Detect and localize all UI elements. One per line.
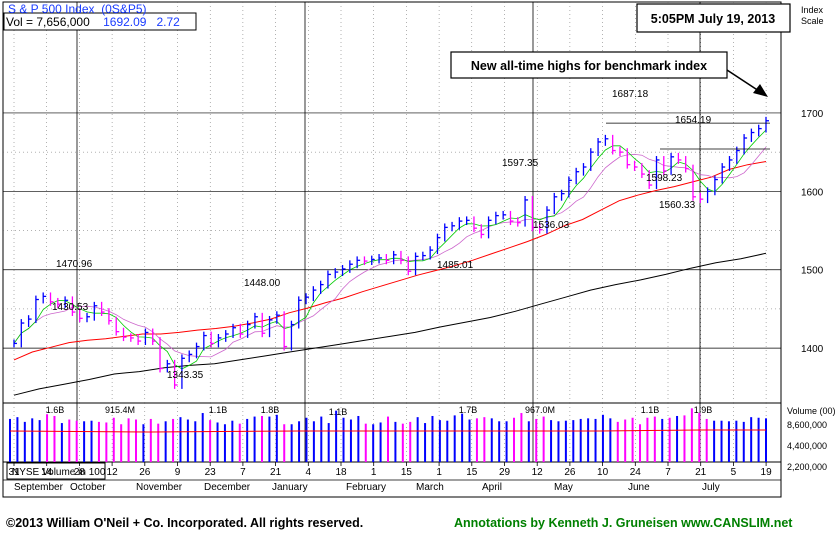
volume-axis-label: Volume (00) bbox=[787, 406, 836, 416]
date-tick-label: 9 bbox=[175, 467, 181, 478]
header-volume-row: Vol = 7,656,000 1692.09 2.72 bbox=[6, 15, 180, 29]
date-tick-label: 28 bbox=[74, 467, 86, 478]
date-tick-label: 1 bbox=[436, 467, 442, 478]
volume-peak-label: 915.4M bbox=[105, 405, 135, 415]
date-tick-label: 14 bbox=[41, 467, 53, 478]
last-price: 1692.09 bbox=[103, 15, 147, 29]
date-tick-label: 26 bbox=[564, 467, 576, 478]
month-label: February bbox=[346, 482, 386, 493]
date-tick-label: 12 bbox=[532, 467, 544, 478]
volume-peak-label: 1.1B bbox=[329, 407, 348, 417]
price-annotation: 1687.18 bbox=[612, 89, 649, 100]
date-tick-label: 5 bbox=[731, 467, 737, 478]
copyright-notice: ©2013 William O'Neil + Co. Incorporated.… bbox=[6, 516, 364, 530]
date-axis-frame bbox=[2, 461, 782, 498]
volume-peak-label: 1.1B bbox=[641, 405, 660, 415]
price-tick-label: 1600 bbox=[801, 187, 824, 198]
month-label: October bbox=[70, 482, 106, 493]
index-symbol: (0S&P5) bbox=[101, 2, 147, 16]
date-tick-label: 23 bbox=[205, 467, 217, 478]
volume-peak-label: 1.7B bbox=[459, 405, 478, 415]
price-annotation: 1597.35 bbox=[502, 158, 539, 169]
price-annotation: 1560.33 bbox=[659, 200, 696, 211]
volume-scale-label: 2,200,000 bbox=[787, 462, 827, 472]
date-tick-label: 7 bbox=[240, 467, 246, 478]
volume-peak-label: 967.0M bbox=[525, 405, 555, 415]
volume-peak-label: 1.1B bbox=[209, 405, 228, 415]
index-title: S & P 500 Index bbox=[8, 2, 95, 16]
month-label: June bbox=[628, 482, 650, 493]
month-label: March bbox=[416, 482, 444, 493]
month-label: May bbox=[554, 482, 573, 493]
annotation-box bbox=[450, 51, 728, 79]
price-annotation: 1470.96 bbox=[56, 259, 93, 270]
price-annotation: 1536.03 bbox=[533, 220, 570, 231]
month-label: December bbox=[204, 482, 251, 493]
ma21-line bbox=[13, 146, 767, 358]
month-label: September bbox=[14, 482, 64, 493]
month-label: November bbox=[136, 482, 183, 493]
volume-peak-label: 1.6B bbox=[46, 405, 65, 415]
date-tick-label: 21 bbox=[270, 467, 282, 478]
date-tick-label: 26 bbox=[139, 467, 151, 478]
date-tick-label: 31 bbox=[8, 467, 20, 478]
date-tick-label: 29 bbox=[499, 467, 511, 478]
volume-average-line bbox=[9, 429, 766, 433]
date-tick-label: 4 bbox=[306, 467, 312, 478]
price-annotation: 1485.01 bbox=[437, 260, 474, 271]
timestamp-box bbox=[636, 3, 791, 33]
month-label: January bbox=[272, 482, 308, 493]
price-tick-label: 1400 bbox=[801, 344, 824, 355]
annotation-credit: Annotations by Kenneth J. Gruneisen www.… bbox=[454, 516, 793, 530]
header-box bbox=[3, 12, 197, 31]
volume-inset-label: NYSE Volume in 100 bbox=[12, 467, 106, 478]
date-tick-label: 1 bbox=[371, 467, 377, 478]
month-label: July bbox=[702, 482, 720, 493]
index-scale-label: Scale bbox=[801, 16, 824, 26]
price-annotation: 1430.53 bbox=[52, 302, 89, 313]
date-tick-label: 21 bbox=[695, 467, 707, 478]
volume-scale-label: 4,400,000 bbox=[787, 441, 827, 451]
volume-peak-label: 1.9B bbox=[694, 405, 713, 415]
header-title-row: S & P 500 Index (0S&P5) bbox=[8, 2, 147, 16]
annotation-arrowhead bbox=[753, 84, 768, 97]
volume-panel-frame bbox=[2, 402, 782, 463]
ma50-line bbox=[13, 161, 767, 361]
timestamp-text: 5:05PM July 19, 2013 bbox=[651, 12, 775, 26]
price-tick-label: 1700 bbox=[801, 109, 824, 120]
volume-peak-label: 1.8B bbox=[261, 405, 280, 415]
date-tick-label: 10 bbox=[597, 467, 609, 478]
volume-inset-box bbox=[6, 462, 106, 480]
index-scale-label: Index bbox=[801, 5, 824, 15]
price-change: 2.72 bbox=[156, 15, 180, 29]
price-annotation: 1598.23 bbox=[646, 173, 683, 184]
date-tick-label: 12 bbox=[107, 467, 119, 478]
date-tick-label: 19 bbox=[761, 467, 773, 478]
date-tick-label: 15 bbox=[466, 467, 478, 478]
price-annotation: 1654.19 bbox=[675, 115, 712, 126]
volume-scale-label: 8,600,000 bbox=[787, 420, 827, 430]
ma10-line bbox=[13, 129, 767, 370]
price-annotation: 1343.35 bbox=[167, 370, 204, 381]
price-tick-label: 1500 bbox=[801, 266, 824, 277]
month-label: April bbox=[482, 482, 502, 493]
ma200-line bbox=[13, 252, 767, 396]
date-tick-label: 7 bbox=[665, 467, 671, 478]
annotation-text: New all-time highs for benchmark index bbox=[471, 59, 707, 73]
date-tick-label: 18 bbox=[335, 467, 347, 478]
price-annotation: 1448.00 bbox=[244, 278, 281, 289]
date-tick-label: 24 bbox=[630, 467, 642, 478]
date-tick-label: 15 bbox=[401, 467, 413, 478]
volume-label: Vol = 7,656,000 bbox=[6, 15, 90, 29]
